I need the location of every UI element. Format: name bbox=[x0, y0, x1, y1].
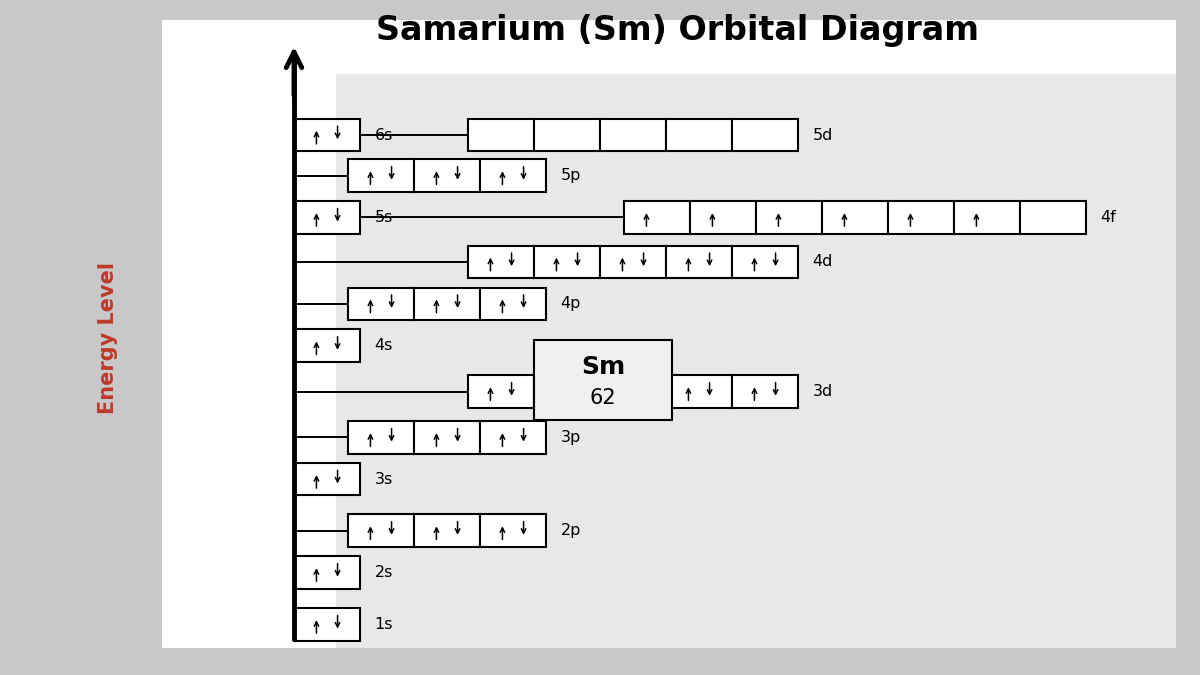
Bar bbox=[162, 20, 336, 648]
Bar bbox=[348, 288, 414, 320]
Text: 2s: 2s bbox=[374, 565, 392, 580]
Bar bbox=[162, 20, 1176, 648]
Text: 4p: 4p bbox=[560, 296, 581, 311]
Bar bbox=[294, 608, 360, 641]
Bar bbox=[336, 74, 1176, 648]
Bar bbox=[822, 201, 888, 234]
Bar bbox=[600, 119, 666, 151]
Text: 4s: 4s bbox=[374, 338, 392, 353]
Bar bbox=[534, 246, 600, 278]
Text: Energy Level: Energy Level bbox=[98, 261, 118, 414]
Bar bbox=[666, 119, 732, 151]
Bar bbox=[534, 375, 600, 408]
Bar bbox=[468, 119, 534, 151]
Bar bbox=[414, 421, 480, 454]
Bar bbox=[732, 375, 798, 408]
Bar bbox=[756, 201, 822, 234]
Bar bbox=[1020, 201, 1086, 234]
Bar bbox=[534, 119, 600, 151]
Text: 62: 62 bbox=[589, 387, 617, 408]
Bar bbox=[624, 201, 690, 234]
Text: 1s: 1s bbox=[374, 617, 392, 632]
Text: Sm: Sm bbox=[581, 355, 625, 379]
Bar bbox=[294, 556, 360, 589]
Bar bbox=[348, 421, 414, 454]
Bar bbox=[480, 421, 546, 454]
Text: 5p: 5p bbox=[560, 168, 581, 183]
Bar bbox=[732, 119, 798, 151]
Bar bbox=[348, 514, 414, 547]
Bar bbox=[690, 201, 756, 234]
Bar bbox=[600, 375, 666, 408]
Bar bbox=[468, 246, 534, 278]
Bar bbox=[294, 463, 360, 495]
Text: Samarium (Sm) Orbital Diagram: Samarium (Sm) Orbital Diagram bbox=[377, 14, 979, 47]
Bar bbox=[600, 246, 666, 278]
Text: 2p: 2p bbox=[560, 523, 581, 538]
Bar bbox=[888, 201, 954, 234]
Bar bbox=[480, 159, 546, 192]
Text: 5s: 5s bbox=[374, 210, 392, 225]
Bar bbox=[414, 288, 480, 320]
Bar bbox=[294, 329, 360, 362]
Text: 5d: 5d bbox=[812, 128, 833, 142]
Text: 4d: 4d bbox=[812, 254, 833, 269]
Text: 3p: 3p bbox=[560, 430, 581, 445]
Bar bbox=[294, 201, 360, 234]
Bar bbox=[414, 159, 480, 192]
Bar bbox=[294, 119, 360, 151]
Text: 3s: 3s bbox=[374, 472, 392, 487]
Text: 4f: 4f bbox=[1100, 210, 1116, 225]
Bar bbox=[666, 246, 732, 278]
Text: 3d: 3d bbox=[812, 384, 833, 399]
Bar bbox=[480, 514, 546, 547]
Text: 6s: 6s bbox=[374, 128, 392, 142]
Bar bbox=[468, 375, 534, 408]
Bar bbox=[534, 340, 672, 420]
Bar bbox=[732, 246, 798, 278]
Bar bbox=[348, 159, 414, 192]
Bar bbox=[414, 514, 480, 547]
Bar bbox=[666, 375, 732, 408]
Bar bbox=[954, 201, 1020, 234]
Bar bbox=[480, 288, 546, 320]
